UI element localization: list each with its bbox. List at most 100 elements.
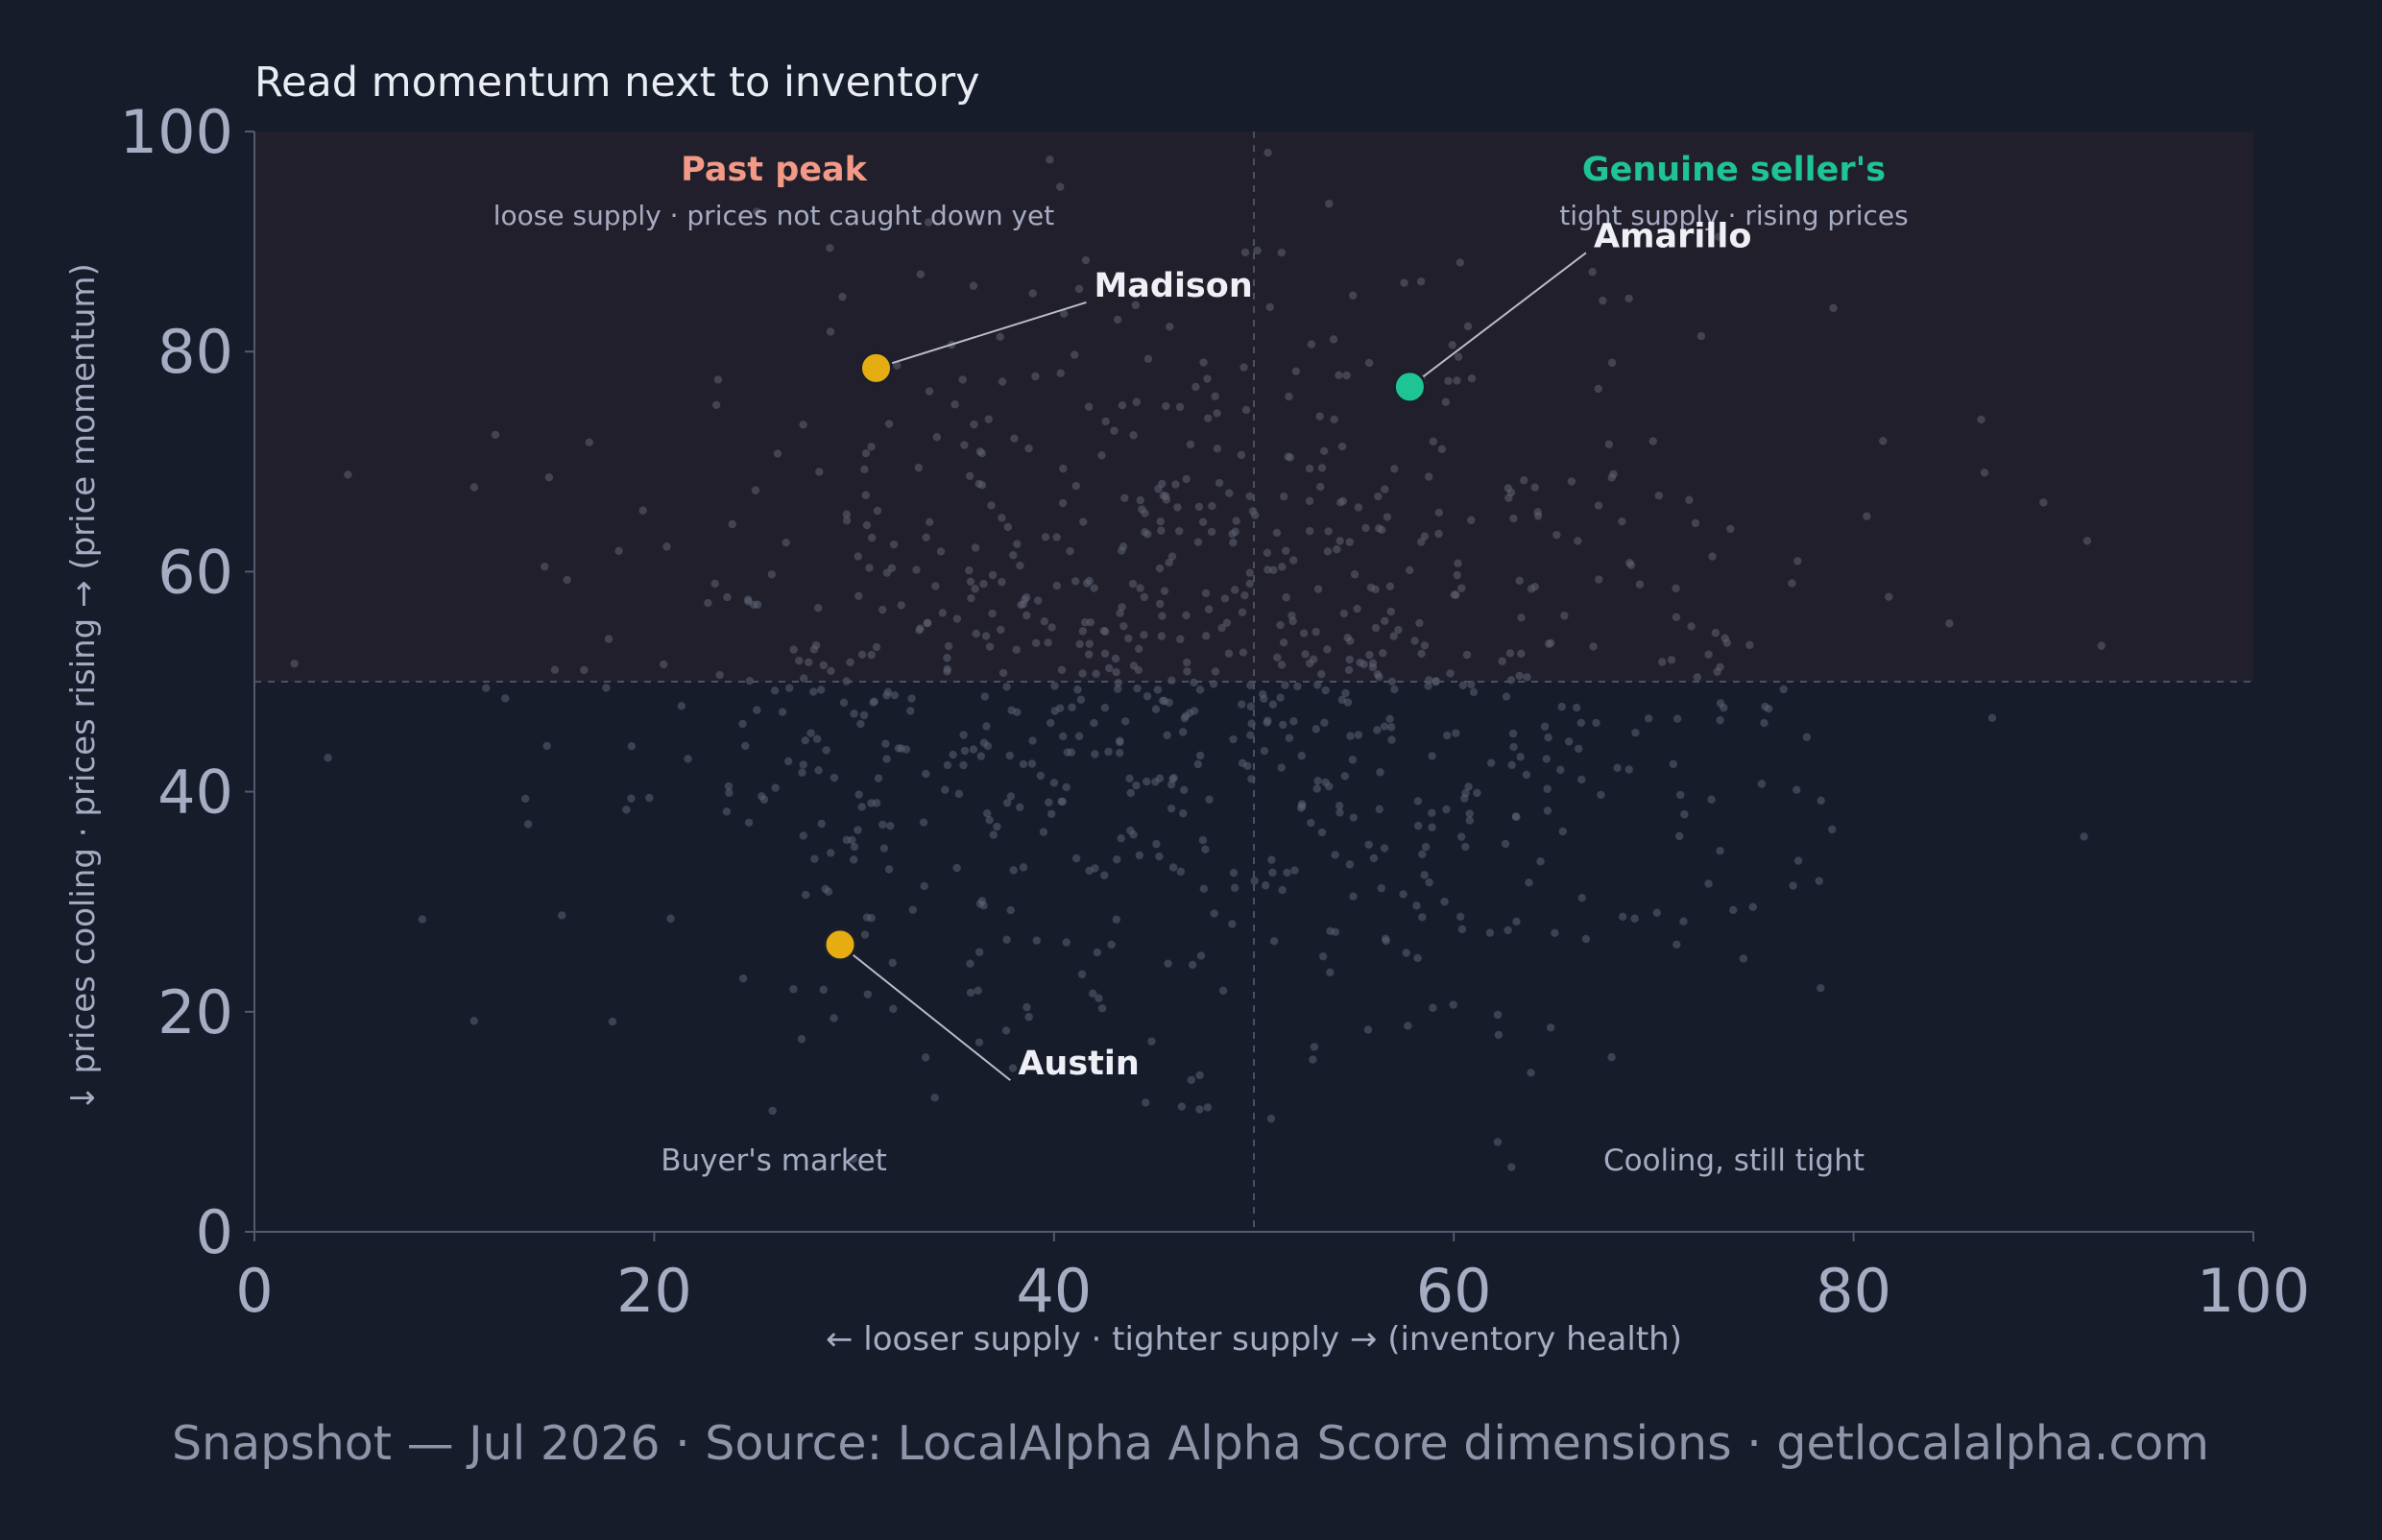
background-point: [1458, 681, 1468, 689]
background-point: [1648, 437, 1657, 445]
y-tick-label: 40: [157, 758, 233, 828]
background-point: [889, 540, 899, 549]
background-point: [759, 795, 769, 804]
background-point: [1167, 676, 1176, 685]
background-point: [1211, 392, 1219, 401]
background-point: [1215, 478, 1224, 488]
background-point: [1536, 857, 1545, 866]
background-point: [563, 575, 571, 585]
background-point: [1002, 935, 1011, 944]
background-point: [1515, 576, 1524, 586]
background-point: [1465, 816, 1475, 825]
background-point: [1739, 954, 1748, 963]
background-point: [848, 835, 856, 845]
background-point: [1462, 650, 1472, 660]
background-point: [1745, 640, 1754, 650]
background-point: [1460, 794, 1469, 803]
background-point: [1373, 670, 1383, 679]
background-point: [974, 1038, 984, 1047]
background-point: [1467, 516, 1476, 524]
background-point: [1279, 720, 1287, 730]
background-point: [1353, 604, 1361, 614]
background-point: [1493, 1138, 1503, 1146]
background-point: [1165, 558, 1173, 567]
background-point: [974, 948, 984, 956]
background-point: [1075, 639, 1084, 649]
background-point: [1504, 926, 1512, 935]
background-point: [1307, 340, 1316, 349]
background-point: [1418, 913, 1427, 922]
background-point: [1412, 902, 1421, 910]
background-point: [1052, 581, 1062, 590]
background-point: [965, 471, 974, 481]
background-point: [750, 600, 758, 610]
background-point: [1154, 484, 1163, 493]
background-point: [943, 760, 952, 770]
background-point: [800, 674, 808, 683]
background-point: [1544, 733, 1552, 742]
background-point: [1006, 792, 1016, 801]
background-point: [1428, 808, 1436, 817]
background-point: [1716, 699, 1725, 708]
background-point: [1375, 805, 1383, 814]
background-point: [1213, 409, 1221, 418]
background-point: [1081, 255, 1091, 265]
background-point: [795, 656, 804, 665]
background-point: [1071, 577, 1080, 586]
background-point: [1198, 835, 1208, 845]
background-point: [1024, 444, 1033, 453]
background-point: [1113, 685, 1122, 693]
background-point: [1760, 718, 1768, 728]
background-point: [1078, 627, 1087, 636]
background-point: [1863, 512, 1871, 520]
background-point: [1428, 823, 1436, 831]
background-point: [1418, 850, 1427, 858]
background-point: [1190, 678, 1198, 687]
background-point: [1124, 634, 1133, 643]
background-point: [1091, 750, 1099, 758]
background-point: [1084, 650, 1094, 659]
background-point: [842, 517, 852, 525]
background-point: [1293, 682, 1302, 691]
background-point: [1253, 246, 1262, 255]
quadrant-top-right-title: Genuine seller's: [1582, 151, 1886, 189]
background-point: [1340, 772, 1349, 781]
background-point: [814, 766, 823, 775]
background-point: [2097, 641, 2105, 650]
background-point: [1386, 723, 1396, 732]
background-point: [1183, 667, 1191, 676]
background-point: [604, 635, 614, 643]
background-point: [912, 565, 921, 574]
background-point: [773, 449, 782, 458]
background-point: [1350, 570, 1359, 579]
background-point: [1157, 526, 1166, 535]
background-point: [722, 807, 732, 816]
background-point: [1120, 493, 1129, 503]
background-point: [972, 629, 980, 638]
background-point: [2082, 537, 2092, 545]
background-point: [1282, 546, 1290, 555]
background-point: [1341, 688, 1350, 698]
background-point: [1191, 382, 1200, 392]
background-point: [1287, 612, 1296, 620]
background-point: [1546, 1023, 1555, 1032]
background-point: [916, 270, 926, 278]
background-point: [1045, 798, 1053, 806]
background-point: [1414, 821, 1423, 830]
background-point: [1229, 868, 1239, 878]
background-point: [1309, 1055, 1317, 1064]
background-point: [1134, 665, 1143, 675]
background-point: [482, 684, 491, 692]
background-point: [954, 789, 964, 799]
background-point: [1575, 744, 1583, 754]
background-point: [418, 915, 427, 924]
background-point: [1457, 584, 1466, 592]
background-point: [960, 746, 970, 756]
background-point: [1364, 840, 1373, 849]
background-point: [988, 570, 998, 580]
background-point: [523, 820, 533, 829]
background-point: [1063, 748, 1071, 757]
background-point: [1301, 650, 1310, 659]
background-point: [1336, 498, 1345, 507]
background-point: [1286, 453, 1295, 462]
